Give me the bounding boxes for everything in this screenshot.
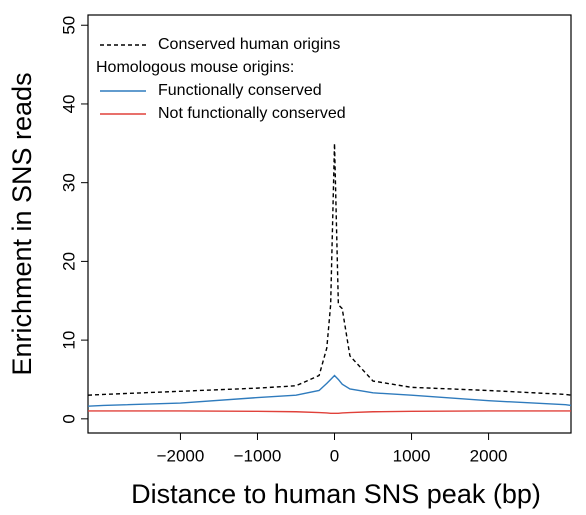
legend-label: Not functionally conserved <box>158 105 346 122</box>
x-axis-label: Distance to human SNS peak (bp) <box>131 479 541 509</box>
y-tick-label: 40 <box>59 94 78 113</box>
legend: Conserved human origins Homologous mouse … <box>96 36 346 122</box>
y-tick-label: 0 <box>59 414 78 423</box>
series-line <box>87 143 572 396</box>
y-axis-label: Enrichment in SNS reads <box>7 72 37 375</box>
legend-label: Functionally conserved <box>158 82 322 99</box>
y-tick-label: 50 <box>59 16 78 35</box>
x-tick-label: −1000 <box>234 446 282 465</box>
legend-title: Homologous mouse origins: <box>96 59 294 76</box>
y-tick-label: 30 <box>59 173 78 192</box>
x-tick-label: −2000 <box>157 446 205 465</box>
x-tick-label: 2000 <box>470 446 508 465</box>
series-line <box>87 374 572 407</box>
series-line <box>88 410 571 415</box>
legend-label: Conserved human origins <box>158 36 340 53</box>
plot-frame <box>87 14 572 434</box>
x-tick-label: 1000 <box>393 446 431 465</box>
x-tick-label: 0 <box>330 446 339 465</box>
y-tick-label: 10 <box>59 331 78 350</box>
y-tick-label: 20 <box>59 252 78 271</box>
